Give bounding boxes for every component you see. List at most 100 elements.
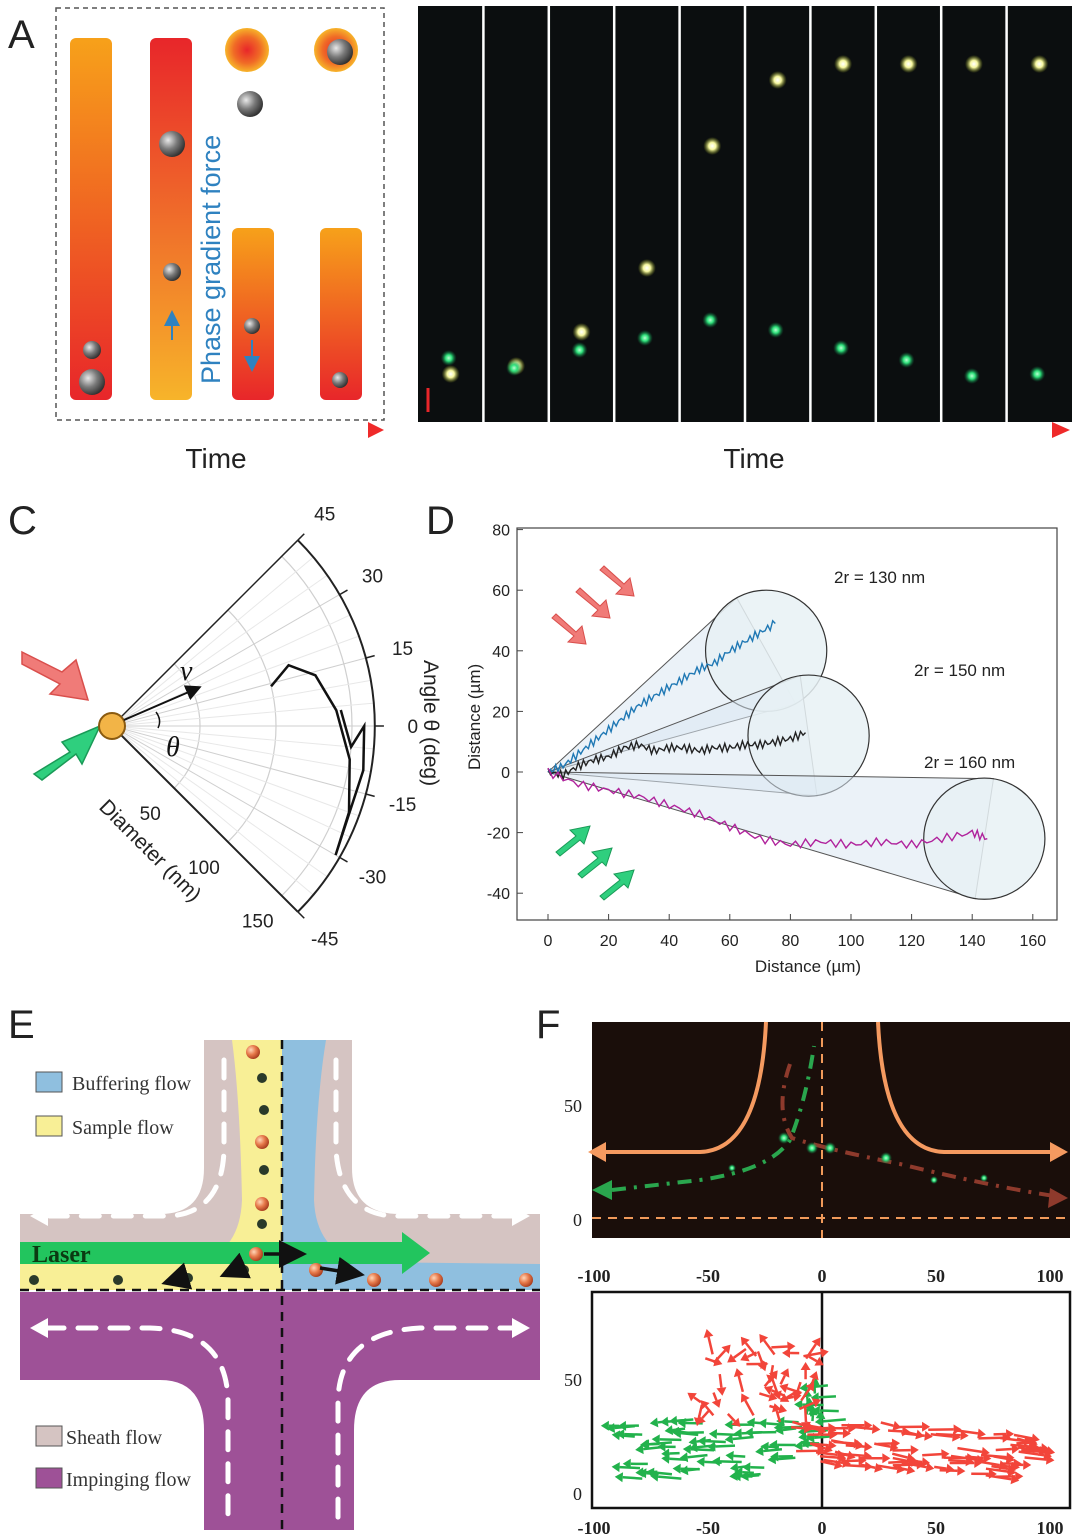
- red-vector-arrow: [985, 1467, 1009, 1473]
- angle-tick-label: -45: [311, 930, 338, 951]
- red-vector-arrow: [707, 1336, 714, 1355]
- green-vector-arrow: [687, 1467, 700, 1472]
- red-vector-arrow-head: [740, 1352, 750, 1362]
- green-vector-arrow: [659, 1438, 682, 1442]
- red-vector-arrow: [993, 1455, 1007, 1461]
- red-vector-arrow: [1013, 1433, 1033, 1440]
- angle-tick: [297, 911, 305, 919]
- force-arrow-icon: [319, 1256, 365, 1285]
- red-vector-arrow: [1016, 1441, 1030, 1445]
- red-vector-arrow-head: [889, 1441, 899, 1452]
- polar-grid-radial: [111, 702, 374, 727]
- polar-grid-radial: [111, 725, 340, 858]
- red-vector-arrow-head: [733, 1368, 744, 1378]
- green-vector-arrow-head: [672, 1463, 681, 1474]
- red-vector-arrow-head: [960, 1430, 969, 1441]
- red-vector-arrow: [726, 1413, 736, 1423]
- green-vector-arrow: [775, 1456, 796, 1461]
- red-vector-arrow: [775, 1410, 782, 1423]
- red-vector-arrow: [770, 1389, 785, 1397]
- green-vector-arrow: [741, 1431, 762, 1435]
- diameter-tick-label: 50: [140, 804, 161, 825]
- y-tick-label: 60: [492, 583, 510, 600]
- x-tick-label: 120: [898, 933, 925, 950]
- trajectory-line: [547, 767, 988, 850]
- trajectory-lines: [547, 619, 988, 850]
- green-trajectory: [611, 1045, 816, 1192]
- particle: [332, 372, 348, 388]
- green-vector-arrow-head: [677, 1418, 686, 1429]
- tracking-image: [592, 1022, 1070, 1238]
- polar-outer-arc: [297, 539, 376, 913]
- green-vector-arrow-head: [811, 1405, 820, 1416]
- red-vector-arrow: [891, 1452, 908, 1459]
- y-tick-label: 20: [492, 704, 510, 721]
- red-vector-arrow-head: [925, 1462, 935, 1473]
- green-vector-arrow-head: [664, 1425, 674, 1436]
- waveguide-bar-2: [150, 38, 192, 400]
- legend-swatch-impinging: [35, 1467, 63, 1489]
- angle-tick: [339, 589, 348, 596]
- green-particle-spot: [898, 352, 915, 368]
- polar-edge: [111, 725, 299, 913]
- green-vector-arrow-head: [682, 1444, 692, 1455]
- green-vector-arrow-head: [651, 1434, 660, 1445]
- red-vector-arrow: [935, 1432, 961, 1437]
- green-vector-arrow-head: [755, 1446, 764, 1457]
- y-tick-label: -20: [487, 826, 510, 843]
- streamline-arrow-icon: [512, 1206, 530, 1226]
- red-vector-arrow: [796, 1381, 802, 1392]
- angle-tick: [365, 654, 375, 659]
- red-vector-arrow-head: [882, 1453, 891, 1464]
- buffering-flow-region: [282, 1040, 540, 1290]
- green-particle-spot: [1029, 366, 1046, 382]
- panel-e-label: E: [8, 1003, 35, 1047]
- green-vector-arrow: [737, 1464, 751, 1469]
- green-vector-arrow: [715, 1444, 736, 1448]
- red-vector-arrow-head: [906, 1464, 916, 1475]
- polar-grid-radial: [111, 725, 314, 896]
- x-tick-label: -50: [696, 1266, 720, 1286]
- red-vector-arrow-head: [731, 1417, 741, 1427]
- red-vector-arrow-head: [863, 1450, 872, 1461]
- red-vector-arrow-head: [981, 1446, 990, 1457]
- green-vector-arrow: [669, 1457, 687, 1461]
- waveguide-bar-1: [70, 38, 112, 400]
- red-vector-arrow-head: [864, 1420, 873, 1431]
- green-vector-arrow-head: [799, 1382, 808, 1393]
- red-vector-arrow: [712, 1392, 718, 1401]
- green-particle-spot: [833, 340, 850, 356]
- red-vector-arrow-head: [941, 1449, 950, 1460]
- panel-d: D 0 20 40 60 80 100 120 140 160 80 60 40 20 0 -20 -40 D…: [426, 499, 1058, 976]
- green-vector-arrow-head: [711, 1456, 721, 1467]
- x-tick-label: 20: [600, 933, 618, 950]
- red-vector-arrow-head: [828, 1440, 837, 1451]
- red-vector-arrow-head: [858, 1455, 867, 1466]
- legend-swatch-sample: [35, 1115, 63, 1137]
- green-vector-arrow: [742, 1470, 754, 1475]
- polar-grid-radial: [111, 725, 371, 773]
- green-vector-arrow-head: [707, 1441, 716, 1452]
- red-vector-arrow: [769, 1365, 775, 1376]
- green-vector-arrow-head: [661, 1453, 670, 1464]
- green-vector-arrow-head: [622, 1458, 631, 1469]
- polar-grid-radial: [111, 725, 351, 838]
- red-vector-arrow-head: [1023, 1459, 1032, 1470]
- polar-grid-radial: [111, 725, 328, 878]
- x-tick-label: 160: [1019, 933, 1046, 950]
- red-vector-arrow: [732, 1347, 747, 1359]
- red-vector-arrow-head: [977, 1428, 986, 1439]
- x-tick-label: -50: [696, 1518, 720, 1538]
- legend-e: Buffering flow Sample flow Sheath flow I…: [35, 1071, 192, 1491]
- red-vector-arrow: [718, 1373, 723, 1388]
- x-tick-label: 0: [544, 933, 553, 950]
- panel-a-label: A: [8, 13, 35, 57]
- y-tick-label: 0: [573, 1210, 582, 1230]
- red-vector-arrow-head: [982, 1453, 992, 1464]
- red-vector-arrow-head: [842, 1457, 851, 1468]
- red-vector-arrow: [830, 1439, 857, 1447]
- red-vector-arrow: [957, 1446, 983, 1454]
- tracked-particles: [728, 1132, 988, 1184]
- legend-impinging-flow: Impinging flow: [66, 1469, 192, 1491]
- red-vector-arrow-head: [924, 1430, 933, 1441]
